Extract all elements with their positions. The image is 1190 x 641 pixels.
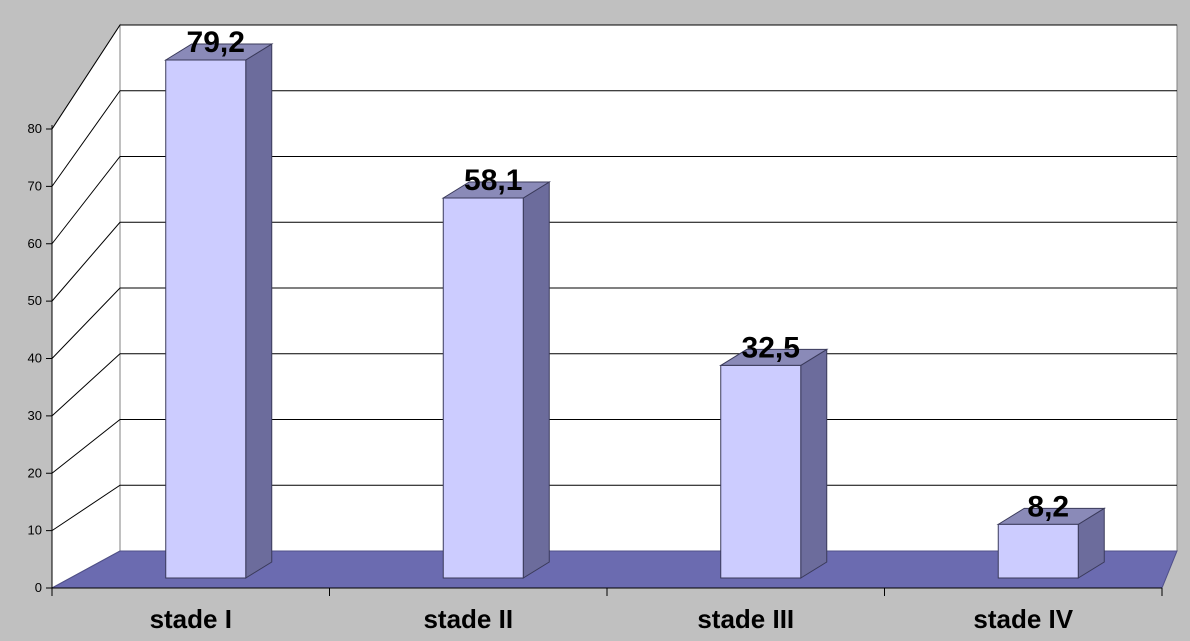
y-tick-label: 30	[28, 408, 42, 423]
y-tick-label: 50	[28, 293, 42, 308]
x-tick-label: stade III	[697, 604, 794, 634]
bar-side	[245, 43, 273, 579]
y-tick-label: 70	[28, 178, 42, 193]
bar	[720, 364, 802, 579]
y-tick-label: 10	[28, 523, 42, 538]
data-label: 58,1	[464, 164, 522, 197]
gridline	[51, 287, 1177, 359]
gridline	[51, 24, 1177, 130]
y-tick-label: 60	[28, 236, 42, 251]
bar	[442, 197, 524, 579]
y-tick-label: 80	[28, 121, 42, 136]
bar	[165, 59, 247, 579]
side-wall	[51, 23, 121, 589]
y-tick-label: 0	[35, 580, 42, 595]
data-label: 32,5	[742, 331, 800, 364]
y-tick-label: 40	[28, 351, 42, 366]
gridline	[51, 156, 1177, 245]
x-tick-label: stade IV	[973, 604, 1073, 634]
gridline	[51, 221, 1177, 302]
y-tick-label: 20	[28, 465, 42, 480]
data-label: 79,2	[187, 26, 245, 59]
x-tick-label: stade I	[150, 604, 232, 634]
gridline	[51, 90, 1177, 187]
x-tick-label: stade II	[423, 604, 513, 634]
bar-side	[522, 181, 550, 579]
bar	[997, 523, 1079, 579]
data-label: 8,2	[1027, 490, 1069, 523]
bar-side	[800, 348, 828, 579]
